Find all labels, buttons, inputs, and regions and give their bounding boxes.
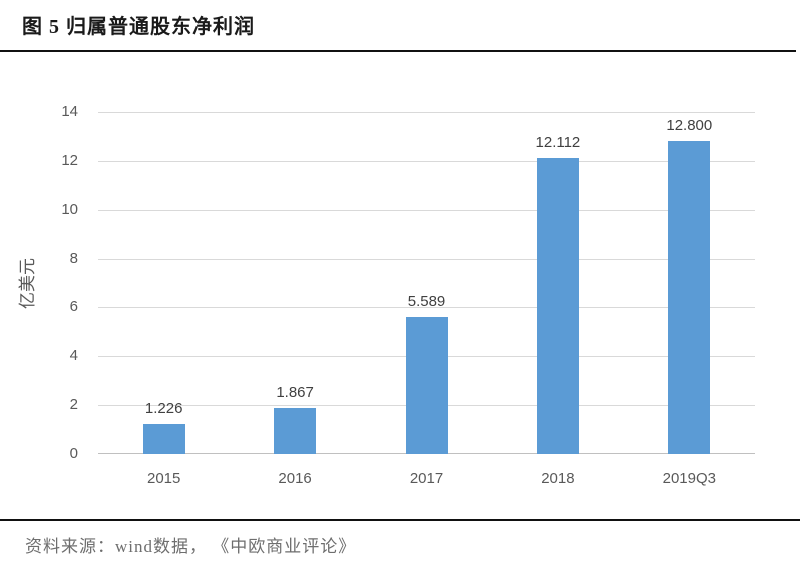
- y-tick-label: 0: [69, 445, 78, 462]
- gridline: [98, 307, 755, 309]
- plot-area: 1.226 1.867 5.589 12.112 12.800: [98, 112, 755, 454]
- y-tick-label: 14: [61, 103, 78, 120]
- y-tick-label: 6: [69, 298, 78, 316]
- y-tick-label: 12: [61, 151, 78, 169]
- gridline: [98, 209, 755, 211]
- x-axis-labels: 2015 2016 2017 2018 2019Q3: [98, 470, 755, 492]
- gridline: [98, 258, 755, 260]
- gridline: [98, 112, 755, 113]
- bar-value-label: 1.867: [276, 384, 314, 402]
- bar: [536, 158, 579, 454]
- figure-title: 图 5 归属普通股东净利润: [22, 16, 255, 38]
- y-tick-label: 8: [69, 249, 78, 267]
- y-tick-label: 10: [61, 200, 78, 218]
- y-tick-label: 4: [69, 347, 78, 365]
- source-note: 资料来源：wind数据， 《中欧商业评论》: [25, 537, 357, 556]
- bar: [274, 408, 317, 454]
- bar-value-label: 1.226: [144, 400, 183, 418]
- title-divider: [0, 50, 796, 52]
- gridline: [98, 160, 755, 162]
- bar: [668, 141, 711, 454]
- bar-chart: 亿美元 0 2 4 6 8 10 12 14 1.226 1.867 5.589 12.112 12.…: [0, 60, 800, 510]
- x-tick-label: 2019Q3: [662, 470, 716, 487]
- bar-value-label: 12.112: [535, 134, 581, 152]
- x-tick-label: 2018: [541, 470, 575, 487]
- x-tick-label: 2017: [409, 470, 444, 487]
- footer-divider: [0, 519, 800, 521]
- bar-value-label: 12.800: [666, 117, 713, 135]
- y-axis-ticks: 0 2 4 6 8 10 12 14: [0, 103, 88, 462]
- x-tick-label: 2015: [147, 470, 181, 487]
- bar-value-label: 5.589: [407, 293, 446, 311]
- y-tick-label: 2: [69, 396, 78, 414]
- x-tick-label: 2016: [278, 470, 312, 487]
- bar: [405, 317, 448, 454]
- bar: [142, 424, 185, 454]
